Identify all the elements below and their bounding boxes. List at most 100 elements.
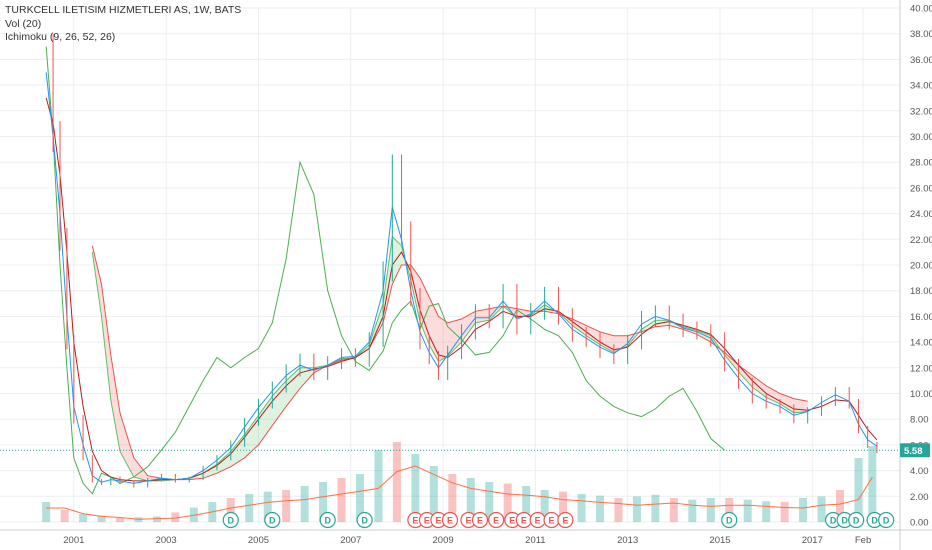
- conversion-line: [45, 72, 878, 484]
- volume-bar: [540, 490, 549, 522]
- event-label: E: [447, 516, 453, 526]
- volume-bar: [319, 482, 328, 522]
- volume-bar: [559, 491, 568, 522]
- price-tick-label: 40.00: [910, 4, 932, 15]
- earnings-marker[interactable]: E: [515, 511, 532, 529]
- event-label: E: [521, 516, 527, 526]
- cloud-segment: [120, 412, 134, 478]
- dividend-marker[interactable]: D: [356, 511, 373, 529]
- volume-bar: [429, 466, 438, 522]
- cloud-segment: [244, 415, 259, 458]
- dividend-marker[interactable]: D: [721, 511, 738, 529]
- volume-bar: [245, 494, 254, 522]
- price-tick-label: 20.00: [910, 261, 932, 272]
- volume-bar: [485, 482, 494, 522]
- dividend-marker[interactable]: D: [848, 511, 865, 529]
- volume-bar: [688, 499, 697, 522]
- event-label: D: [883, 516, 890, 526]
- cloud-segment: [133, 457, 148, 481]
- volume-bar: [799, 498, 808, 522]
- volume-bar: [392, 442, 401, 522]
- time-tick-label: Feb: [855, 535, 871, 546]
- time-axis: 2001 2003 2005 2007 2009 2011 2013 2015 2017 Feb: [63, 535, 871, 546]
- event-label: D: [841, 516, 848, 526]
- price-tick-label: 12.00: [910, 363, 932, 374]
- volume-bar: [817, 496, 826, 522]
- last-price-label: 5.58: [904, 446, 923, 457]
- price-tick-label: 2.00: [910, 492, 929, 503]
- event-label: E: [412, 516, 418, 526]
- volume-bar: [226, 498, 235, 522]
- dividend-marker[interactable]: D: [264, 511, 281, 529]
- price-tick-label: 18.00: [910, 286, 932, 297]
- event-label: D: [324, 516, 331, 526]
- last-price-badge: 5.58: [900, 443, 930, 458]
- price-tick-label: 22.00: [910, 235, 932, 246]
- event-label: D: [830, 516, 837, 526]
- time-tick-label: 2005: [248, 535, 269, 546]
- price-tick-label: 28.00: [910, 158, 932, 169]
- volume-bar: [632, 496, 641, 522]
- dividend-marker[interactable]: D: [222, 511, 239, 529]
- earnings-marker[interactable]: E: [471, 511, 489, 529]
- price-tick-label: 8.00: [910, 415, 929, 426]
- cloud-segment: [101, 284, 111, 400]
- leading-span-a: [91, 235, 808, 482]
- volume-bar: [854, 458, 863, 522]
- price-tick-label: 38.00: [910, 29, 932, 40]
- cloud-segment: [572, 318, 587, 336]
- price-tick-label: 32.00: [910, 106, 932, 117]
- event-label: D: [871, 516, 878, 526]
- cloud-segment: [258, 396, 273, 445]
- volume-bar: [411, 454, 420, 522]
- event-label: E: [509, 516, 515, 526]
- price-tick-label: 10.00: [910, 389, 932, 400]
- earnings-marker[interactable]: E: [529, 511, 546, 529]
- volume-bar: [868, 446, 877, 522]
- earnings-marker[interactable]: E: [488, 511, 505, 529]
- volume-bar: [780, 502, 789, 522]
- ichimoku-indicator-label[interactable]: Ichimoku (9, 26, 52, 26): [5, 31, 116, 43]
- volume-bar: [448, 474, 457, 522]
- volume-bar: [725, 498, 734, 522]
- volume-bar: [60, 510, 69, 522]
- volume-indicator-label[interactable]: Vol (20): [5, 17, 42, 30]
- price-tick-label: 16.00: [910, 312, 932, 323]
- event-label: D: [361, 516, 368, 526]
- cloud-segment: [392, 236, 402, 285]
- event-label: D: [726, 516, 733, 526]
- cloud-segment: [110, 354, 120, 452]
- symbol-title[interactable]: TURKCELL ILETISIM HIZMETLERI AS, 1W, BAT…: [5, 4, 242, 16]
- earnings-marker[interactable]: E: [460, 511, 477, 529]
- dividend-marker[interactable]: D: [878, 511, 895, 529]
- time-tick-label: 2003: [156, 535, 177, 546]
- volume-bar: [79, 514, 88, 522]
- time-tick-label: 2009: [433, 535, 454, 546]
- lagging-span: [45, 46, 725, 495]
- earnings-marker[interactable]: E: [441, 511, 459, 529]
- event-label: D: [228, 516, 235, 526]
- price-series: [0, 34, 900, 488]
- volume-bar: [614, 498, 623, 522]
- dividend-marker[interactable]: D: [319, 511, 336, 529]
- earnings-marker[interactable]: E: [557, 511, 574, 529]
- volume-bar: [596, 495, 604, 522]
- cloud-segment: [738, 365, 753, 388]
- volume-bar: [706, 498, 715, 522]
- cloud-segment: [780, 393, 794, 413]
- volume-bar: [669, 498, 678, 522]
- price-tick-label: 30.00: [910, 132, 932, 143]
- time-tick-label: 2015: [709, 535, 730, 546]
- time-tick-label: 2017: [802, 535, 823, 546]
- cloud-segment: [447, 318, 462, 357]
- volume-bar: [282, 490, 291, 522]
- earnings-marker[interactable]: E: [543, 511, 560, 529]
- event-label: E: [493, 516, 499, 526]
- dividend-marker[interactable]: D: [824, 511, 842, 529]
- price-tick-label: 4.00: [910, 466, 929, 477]
- volume-bar: [743, 499, 752, 522]
- volume-bar: [337, 478, 346, 522]
- event-label: E: [477, 516, 483, 526]
